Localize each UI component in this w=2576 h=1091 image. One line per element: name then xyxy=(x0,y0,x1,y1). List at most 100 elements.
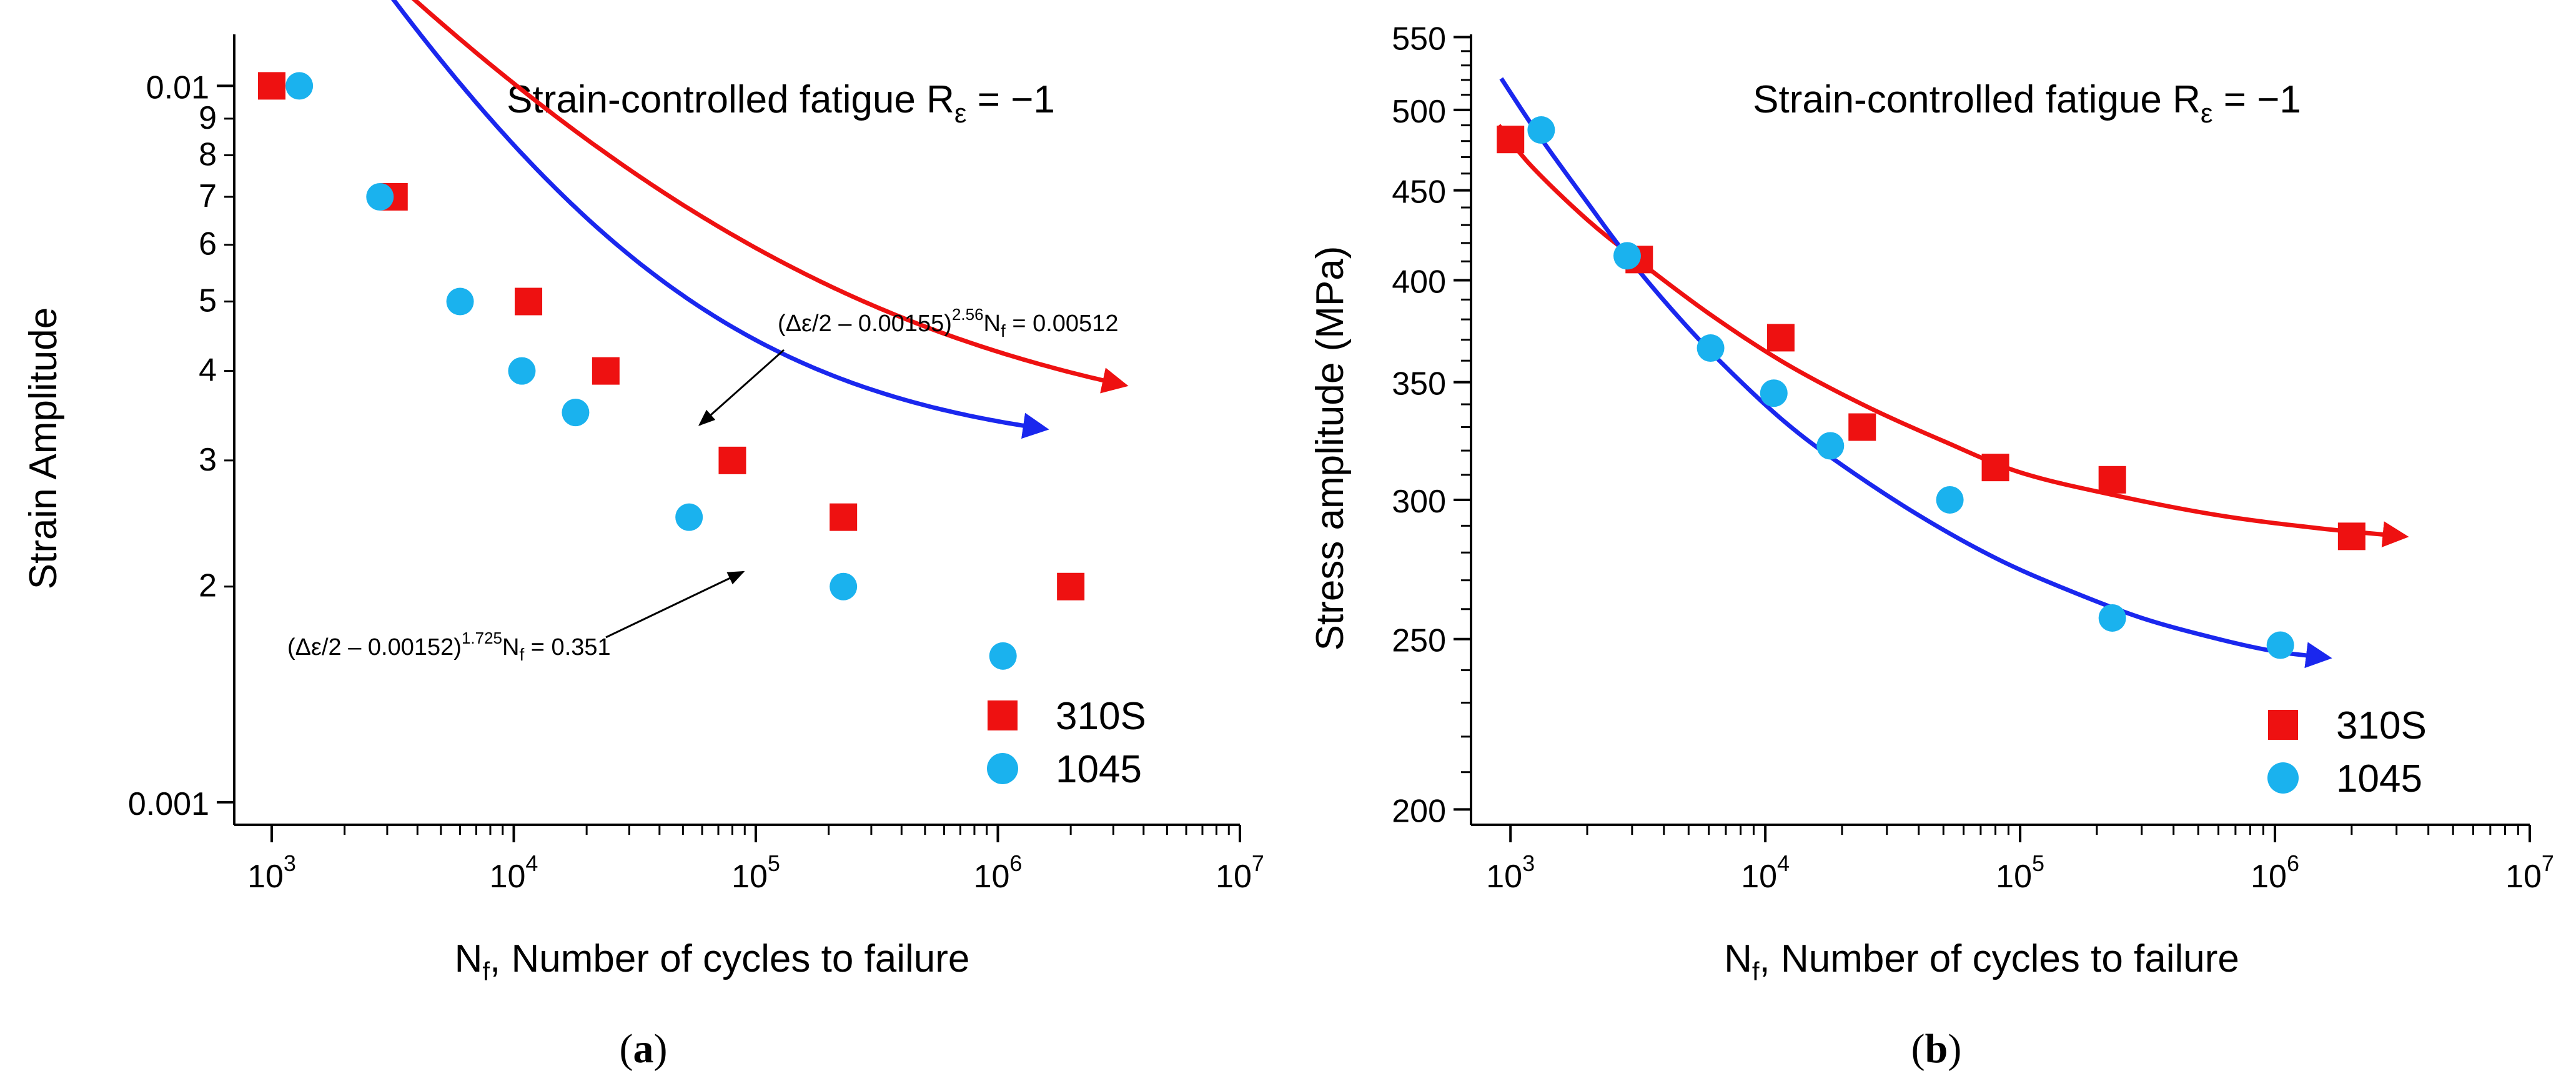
subfigure-label: (a) xyxy=(620,1026,668,1072)
x-tick-exponent: 3 xyxy=(1522,850,1535,876)
chart-title: Strain-controlled fatigue Rε = −1 xyxy=(1753,78,2301,129)
fit-equation-rhs: = 0.351 xyxy=(524,634,610,660)
x-tick-label: 103 xyxy=(1486,850,1535,895)
data-point-310S xyxy=(2337,522,2365,550)
x-tick-base: 10 xyxy=(974,859,1010,895)
chart-title-rhs: = −1 xyxy=(967,78,1055,121)
data-point-310S xyxy=(515,287,543,316)
y-tick-label: 2 xyxy=(199,568,217,604)
data-point-310S xyxy=(1981,454,2009,482)
x-tick-exponent: 6 xyxy=(1009,850,1022,876)
panel-b: 103 104 105 106 107550500450400350300250200N… xyxy=(1309,21,2554,1072)
x-tick-label: 106 xyxy=(2251,850,2299,895)
x-tick-label: 103 xyxy=(247,850,296,895)
y-tick-label: 0.001 xyxy=(128,786,209,822)
x-tick-label: 107 xyxy=(2505,850,2554,895)
data-point-310S xyxy=(1497,126,1525,154)
x-tick-base: 10 xyxy=(1486,859,1522,895)
y-tick-label: 300 xyxy=(1392,484,1446,520)
fit-equation-n: N xyxy=(502,634,519,660)
data-point-310S xyxy=(1848,413,1876,441)
x-tick-exponent: 7 xyxy=(1252,850,1264,876)
chart-title-main: Strain-controlled fatigue R xyxy=(507,78,954,121)
chart-title-sub: ε xyxy=(2201,98,2213,129)
y-tick-label: 0.01 xyxy=(146,69,209,106)
y-axis-title: Strain Amplitude xyxy=(22,307,65,589)
fit-equation-1045: (Δε/2 – 0.00152)1.725Nf = 0.351 xyxy=(287,629,611,664)
legend-label-1045: 1045 xyxy=(1056,748,1142,791)
chart-title-sub: ε xyxy=(954,98,967,129)
legend-label-310S: 310S xyxy=(1056,695,1146,738)
x-tick-base: 10 xyxy=(1216,859,1252,895)
data-point-1045 xyxy=(989,642,1017,670)
x-tick-base: 10 xyxy=(490,859,526,895)
legend-marker-310S xyxy=(988,700,1018,730)
data-point-1045 xyxy=(2266,631,2294,659)
legend-marker-1045 xyxy=(2267,762,2299,794)
fit-equation-exponent: 1.725 xyxy=(462,629,502,647)
x-axis-title-main: N xyxy=(455,937,483,980)
fit-equation-n: N xyxy=(984,311,1001,337)
y-tick-label: 7 xyxy=(199,178,217,214)
subfigure-label-close: ) xyxy=(1948,1026,1961,1072)
data-point-1045 xyxy=(508,357,536,385)
fit-equation-arrow xyxy=(605,570,745,639)
legend-label-310S: 310S xyxy=(2336,704,2427,747)
data-point-310S xyxy=(718,446,746,474)
fit-equation-310S: (Δε/2 – 0.00155)2.56Nf = 0.00512 xyxy=(778,305,1118,341)
fit-equation-exponent: 2.56 xyxy=(952,305,984,324)
y-tick-label: 6 xyxy=(199,226,217,262)
subfigure-label-open: ( xyxy=(1911,1026,1925,1072)
fit-curve-310S xyxy=(411,0,1129,394)
fit-equation-base: (Δε/2 – 0.00152) xyxy=(287,634,462,660)
data-point-1045 xyxy=(285,72,314,100)
x-tick-base: 10 xyxy=(2505,859,2542,895)
x-tick-base: 10 xyxy=(1741,859,1777,895)
data-point-1045 xyxy=(675,503,703,531)
y-tick-label: 350 xyxy=(1392,366,1446,402)
fit-equation-sub: f xyxy=(519,645,524,664)
subfigure-label-open: ( xyxy=(620,1026,633,1072)
y-tick-label: 200 xyxy=(1392,793,1446,829)
subfigure-label-close: ) xyxy=(654,1026,668,1072)
subfigure-label-letter: a xyxy=(633,1026,654,1072)
data-point-1045 xyxy=(446,287,474,316)
x-axis-title: Nf, Number of cycles to failure xyxy=(1724,937,2239,986)
data-point-310S xyxy=(258,72,286,100)
x-tick-base: 10 xyxy=(1996,859,2032,895)
x-tick-label: 104 xyxy=(1741,850,1790,895)
y-tick-label: 400 xyxy=(1392,264,1446,300)
x-tick-label: 106 xyxy=(974,850,1023,895)
y-tick-label: 550 xyxy=(1392,21,1446,57)
data-point-310S xyxy=(1766,324,1795,352)
data-point-310S xyxy=(592,357,620,385)
legend-label-1045: 1045 xyxy=(2336,757,2422,800)
y-tick-label: 3 xyxy=(199,442,217,478)
fit-equation-base: (Δε/2 – 0.00155) xyxy=(778,311,952,337)
x-axis-title-rest: , Number of cycles to failure xyxy=(1760,937,2239,980)
data-point-1045 xyxy=(366,182,394,211)
legend-marker-1045 xyxy=(987,753,1018,784)
x-tick-exponent: 4 xyxy=(525,850,538,876)
x-axis-title-sub: f xyxy=(482,957,490,986)
fit-equation-arrow xyxy=(698,349,785,426)
data-point-1045 xyxy=(830,572,858,600)
data-point-1045 xyxy=(1697,334,1725,362)
data-point-1045 xyxy=(1527,116,1555,144)
data-point-1045 xyxy=(1816,432,1845,460)
y-tick-label: 500 xyxy=(1392,94,1446,130)
data-point-1045 xyxy=(1936,486,1964,514)
y-axis-title: Stress amplitude (MPa) xyxy=(1309,246,1352,651)
subfigure-label: (b) xyxy=(1911,1026,1962,1072)
x-tick-label: 104 xyxy=(490,850,538,895)
x-tick-exponent: 3 xyxy=(284,850,296,876)
chart-title: Strain-controlled fatigue Rε = −1 xyxy=(507,78,1055,129)
data-point-310S xyxy=(2098,466,2126,494)
x-tick-base: 10 xyxy=(731,859,768,895)
chart-title-main: Strain-controlled fatigue R xyxy=(1753,78,2201,121)
x-axis-title-rest: , Number of cycles to failure xyxy=(490,937,969,980)
data-point-1045 xyxy=(2098,604,2126,632)
x-axis-title-main: N xyxy=(1724,937,1752,980)
y-tick-label: 250 xyxy=(1392,623,1446,659)
